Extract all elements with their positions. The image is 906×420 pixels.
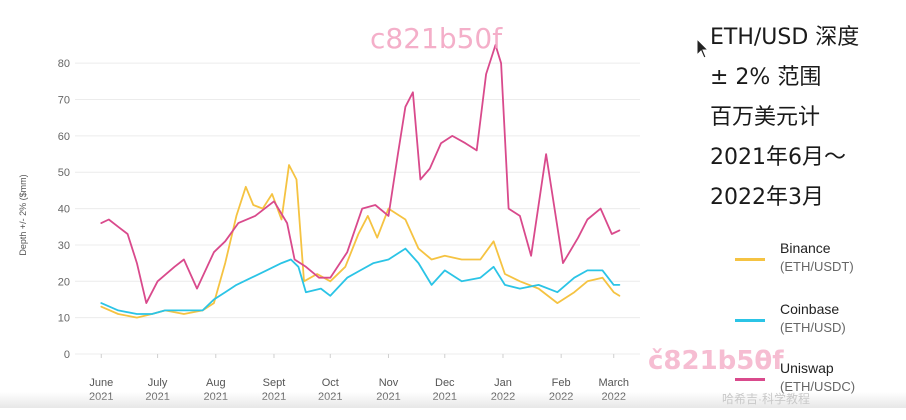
y-tick-label-0: 0 bbox=[64, 349, 70, 361]
y-tick-label-10: 10 bbox=[58, 313, 70, 325]
legend-name-uniswap: Uniswap bbox=[780, 360, 834, 376]
legend-item-coinbase: Coinbase (ETH/USD) bbox=[735, 301, 900, 361]
watermark-bottom: č821b5θf bbox=[648, 346, 784, 376]
x-tick-label-month-4: Oct bbox=[322, 377, 339, 389]
title-line-1: ETH/USD 深度 bbox=[710, 25, 860, 50]
x-tick-label-month-5: Nov bbox=[379, 377, 399, 389]
x-tick-label-month-8: Feb bbox=[552, 377, 571, 389]
legend-name-coinbase: Coinbase bbox=[780, 301, 840, 317]
y-tick-label-20: 20 bbox=[58, 276, 70, 288]
y-axis: 0 10 20 30 40 50 60 70 80 bbox=[58, 58, 70, 361]
y-tick-label-30: 30 bbox=[58, 240, 70, 252]
y-tick-label-40: 40 bbox=[58, 204, 70, 216]
legend-name-binance: Binance bbox=[780, 240, 831, 256]
mouse-cursor-icon bbox=[696, 37, 710, 65]
chart-title: ETH/USD 深度 ± 2% 范围 百万美元计 2021年6月～ 2022年3… bbox=[710, 18, 900, 218]
x-tick-label-month-2: Aug bbox=[206, 377, 226, 389]
chart-grid bbox=[75, 62, 640, 355]
y-tick-label-70: 70 bbox=[58, 95, 70, 107]
legend-item-uniswap: Uniswap (ETH/USDC) bbox=[735, 360, 900, 420]
watermark-footer: 哈希吉·科学教程 bbox=[722, 392, 810, 406]
series-binance bbox=[100, 164, 621, 319]
legend-swatch-coinbase bbox=[735, 319, 765, 322]
legend-swatch-binance bbox=[735, 258, 765, 261]
series-line-coinbase bbox=[100, 247, 621, 315]
x-tick-label-month-6: Dec bbox=[435, 377, 455, 389]
series-lines bbox=[100, 44, 621, 319]
x-tick-label-month-0: June bbox=[89, 377, 113, 389]
series-uniswap bbox=[100, 44, 621, 305]
legend-pair-binance: (ETH/USDT) bbox=[780, 259, 854, 274]
x-tick-label-month-9: March bbox=[598, 377, 629, 389]
bottom-overlay-band bbox=[0, 392, 906, 408]
series-line-uniswap bbox=[100, 44, 621, 305]
legend-pair-uniswap: (ETH/USDC) bbox=[780, 379, 856, 394]
legend-swatch-uniswap bbox=[735, 378, 765, 381]
y-axis-label: Depth +/- 2% ($mm) bbox=[18, 174, 28, 255]
y-tick-label-60: 60 bbox=[58, 131, 70, 143]
title-line-3: 百万美元计 bbox=[710, 105, 821, 130]
y-tick-label-50: 50 bbox=[58, 167, 70, 179]
series-coinbase bbox=[100, 247, 621, 315]
x-tick-label-month-1: July bbox=[148, 377, 168, 389]
title-line-4: 2021年6月～ bbox=[710, 145, 846, 170]
series-line-binance bbox=[100, 164, 621, 319]
title-line-2: ± 2% 范围 bbox=[710, 65, 822, 90]
x-tick-label-month-3: Sept bbox=[263, 377, 286, 389]
x-tick-label-month-7: Jan bbox=[494, 377, 512, 389]
watermark-top: c821b50f bbox=[370, 22, 503, 55]
legend-item-binance: Binance (ETH/USDT) bbox=[735, 240, 900, 300]
title-line-5: 2022年3月 bbox=[710, 185, 824, 210]
y-tick-label-80: 80 bbox=[58, 58, 70, 70]
legend-pair-coinbase: (ETH/USD) bbox=[780, 320, 846, 335]
